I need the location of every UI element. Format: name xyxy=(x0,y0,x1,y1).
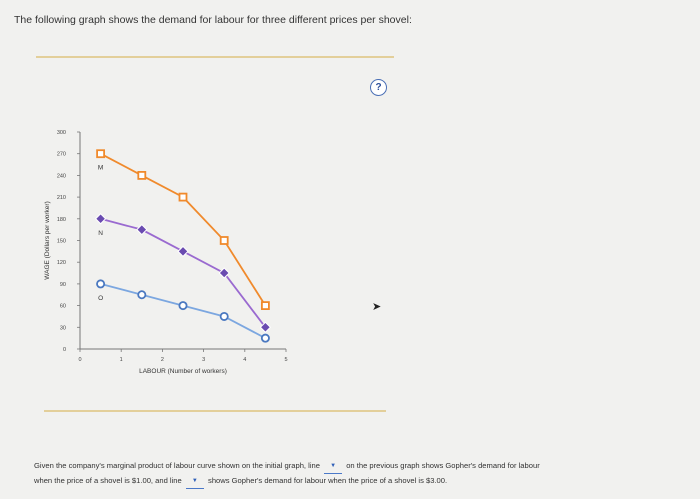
x-tick-label: 3 xyxy=(202,357,205,363)
data-point-n[interactable] xyxy=(177,245,189,258)
x-tick-label: 2 xyxy=(161,357,164,363)
series-line-m[interactable] xyxy=(100,152,267,307)
data-point-n[interactable] xyxy=(218,267,230,279)
divider-top xyxy=(36,56,394,58)
data-point-m[interactable] xyxy=(96,149,105,159)
data-point-m[interactable] xyxy=(178,192,188,202)
y-tick-label: 60 xyxy=(60,304,66,310)
chevron-down-icon: ▼ xyxy=(191,478,198,484)
y-tick-label: 90 xyxy=(60,282,66,288)
y-tick-label: 210 xyxy=(57,195,66,201)
footer-line2-start: when the price of a shovel is $1.00, and… xyxy=(34,476,182,485)
x-tick-label: 4 xyxy=(243,357,246,363)
y-tick-label: 300 xyxy=(57,130,66,136)
data-point-m[interactable] xyxy=(137,170,147,180)
line-dropdown-1[interactable]: ▼ xyxy=(324,459,343,474)
mouse-cursor-icon: ➤ xyxy=(372,301,382,313)
data-point-n[interactable] xyxy=(259,321,272,333)
question-text: Given the company's marginal product of … xyxy=(34,459,674,489)
data-point-o[interactable] xyxy=(178,301,188,311)
series-line-n[interactable] xyxy=(100,217,267,328)
data-point-o[interactable] xyxy=(137,290,147,300)
x-tick-label: 5 xyxy=(284,357,287,363)
y-tick-label: 150 xyxy=(57,239,66,245)
x-axis-label: LABOUR (Number of workers) xyxy=(139,368,227,375)
data-point-o[interactable] xyxy=(219,311,229,321)
chevron-down-icon: ▼ xyxy=(330,463,337,469)
footer-line2-end: shows Gopher's demand for labour when th… xyxy=(208,476,448,485)
y-tick-label: 120 xyxy=(57,260,66,266)
data-point-o[interactable] xyxy=(96,279,106,289)
y-tick-label: 0 xyxy=(63,347,66,353)
x-tick-label: 0 xyxy=(78,357,81,363)
data-point-n[interactable] xyxy=(136,223,148,236)
y-axis-label: WAGE (Dollars per worker) xyxy=(44,201,51,280)
y-tick-label: 180 xyxy=(57,217,66,223)
footer-line1-end: on the previous graph shows Gopher's dem… xyxy=(346,461,540,470)
y-tick-label: 270 xyxy=(57,152,66,158)
divider-bottom xyxy=(44,410,386,412)
series-label-n: N xyxy=(98,230,103,237)
data-point-m[interactable] xyxy=(260,301,270,311)
y-tick-label: 30 xyxy=(60,325,66,331)
footer-line1-start: Given the company's marginal product of … xyxy=(34,461,320,470)
series-label-m: M xyxy=(98,165,103,172)
help-icon[interactable]: ? xyxy=(370,79,387,96)
data-point-m[interactable] xyxy=(219,236,229,245)
data-point-o[interactable] xyxy=(260,333,270,343)
question-intro: The following graph shows the demand for… xyxy=(14,14,412,26)
data-point-n[interactable] xyxy=(94,213,107,225)
series-line-o[interactable] xyxy=(100,283,266,339)
y-tick-label: 240 xyxy=(57,173,66,179)
series-label-o: O xyxy=(98,295,103,302)
line-dropdown-2[interactable]: ▼ xyxy=(185,474,204,489)
x-tick-label: 1 xyxy=(120,357,123,363)
